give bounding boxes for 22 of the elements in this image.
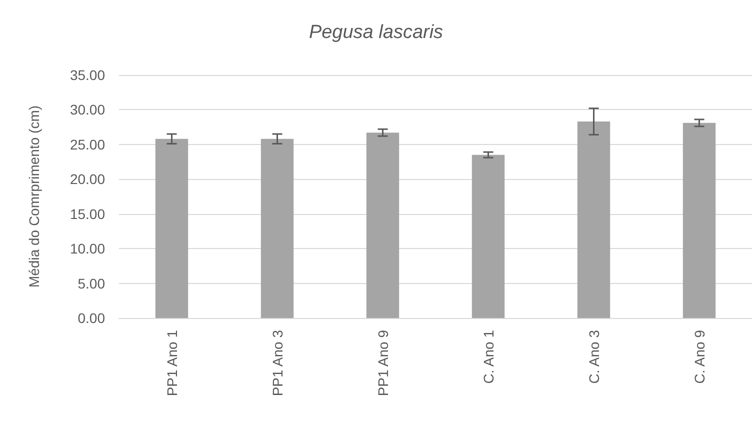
bar <box>472 154 505 318</box>
x-tick-label: PP1 Ano 3 <box>269 330 286 396</box>
y-tick-label: 35.00 <box>70 67 106 83</box>
bar <box>366 132 400 318</box>
x-tick-label: C. Ano 9 <box>691 330 708 384</box>
bar <box>260 138 294 318</box>
x-tick-label: C. Ano 3 <box>586 330 602 384</box>
chart-title: Pegusa lascaris <box>308 22 444 43</box>
bar <box>577 122 610 318</box>
y-tick-label: 25.00 <box>70 136 106 152</box>
x-tick-label: PP1 Ano 9 <box>374 330 391 396</box>
y-tick-label: 15.00 <box>70 206 106 222</box>
y-tick-label: 30.00 <box>70 102 106 118</box>
y-tick-label: 5.00 <box>78 275 106 292</box>
y-tick-label: 0.00 <box>78 310 106 326</box>
x-tick-label: C. Ano 1 <box>480 330 496 384</box>
y-tick-label: 20.00 <box>70 171 106 188</box>
y-tick-label: 10.00 <box>70 240 106 257</box>
bar <box>682 122 716 318</box>
y-axis-title: Média do Comrprimento (cm) <box>26 105 42 288</box>
x-tick-label: PP1 Ano 1 <box>164 330 180 396</box>
bar <box>155 138 188 318</box>
